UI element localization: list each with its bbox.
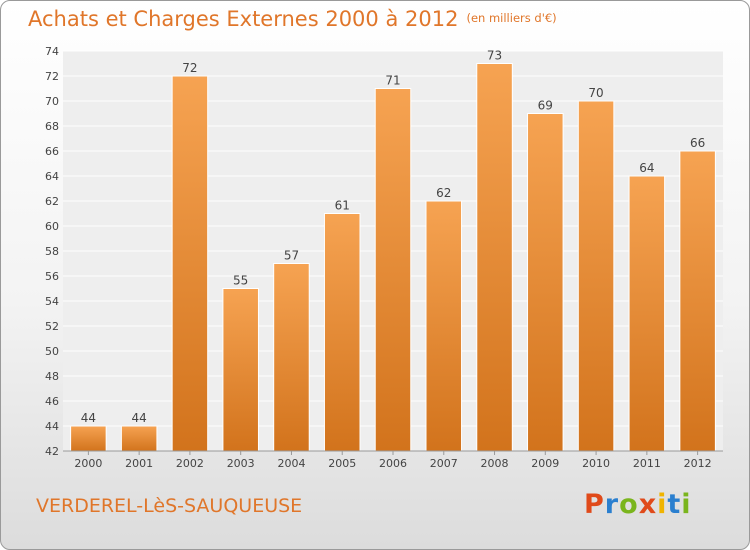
x-tick-label: 2000 [74, 457, 102, 470]
bar-2003 [222, 288, 259, 452]
x-tick-label: 2004 [277, 457, 305, 470]
bar-2009 [527, 113, 564, 452]
bar-2001 [120, 425, 158, 452]
bar-2008 [476, 63, 513, 452]
value-label-2007: 62 [436, 186, 451, 200]
chart-title: Achats et Charges Externes 2000 à 2012 (e… [28, 7, 557, 31]
x-tick-label: 2006 [379, 457, 407, 470]
value-label-2003: 55 [233, 274, 248, 288]
y-tick-label: 46 [45, 395, 59, 408]
y-tick-label: 74 [45, 45, 59, 58]
y-tick-label: 54 [45, 295, 59, 308]
proxiti-logo[interactable]: Proxiti [584, 489, 692, 520]
bar-2011 [628, 175, 666, 452]
logo-letter: P [584, 489, 605, 520]
logo-letter: i [657, 489, 668, 520]
bar-2012 [679, 150, 716, 452]
x-tick-label: 2008 [481, 457, 509, 470]
y-tick-label: 72 [45, 70, 59, 83]
x-tick-label: 2003 [227, 457, 255, 470]
logo-letter: r [604, 489, 620, 520]
bars [70, 63, 716, 452]
x-axis-ticks: 2000 2001 2002 2003 2004 2005 2006 2007 2008 2009… [74, 451, 712, 470]
x-tick-label: 2002 [176, 457, 204, 470]
value-label-2006: 71 [385, 74, 400, 88]
x-tick-label: 2012 [684, 457, 712, 470]
bar-2005 [323, 213, 361, 452]
y-tick-label: 68 [45, 120, 59, 133]
logo-letter: o [619, 489, 639, 520]
bar-2000 [70, 425, 107, 452]
y-tick-label: 42 [45, 445, 59, 458]
y-tick-label: 70 [45, 95, 59, 108]
value-label-2001: 44 [132, 411, 147, 425]
city-name: VERDEREL-LèS-SAUQUEUSE [36, 495, 303, 517]
logo-letter: i [681, 489, 692, 520]
x-tick-label: 2001 [125, 457, 153, 470]
y-tick-label: 64 [45, 170, 59, 183]
y-tick-label: 44 [45, 420, 59, 433]
chart-subtitle: (en milliers d'€) [466, 11, 557, 25]
y-tick-label: 66 [45, 145, 59, 158]
y-tick-label: 52 [45, 320, 59, 333]
value-label-2004: 57 [284, 249, 299, 263]
y-tick-label: 48 [45, 370, 59, 383]
y-tick-label: 60 [45, 220, 59, 233]
bar-2004 [273, 263, 310, 452]
value-label-2000: 44 [81, 411, 96, 425]
value-label-2012: 66 [690, 136, 705, 150]
y-tick-label: 62 [45, 195, 59, 208]
logo-letter: t [667, 489, 682, 520]
y-axis-ticks: 42 44 46 48 50 52 54 56 58 60 62 64 66 68 70 72 74 [45, 45, 59, 458]
value-label-2011: 64 [639, 161, 654, 175]
x-tick-label: 2007 [430, 457, 458, 470]
y-tick-label: 56 [45, 270, 59, 283]
chart-title-text: Achats et Charges Externes 2000 à 2012 [28, 7, 459, 31]
x-tick-label: 2005 [328, 457, 356, 470]
y-tick-label: 58 [45, 245, 59, 258]
value-label-2008: 73 [487, 49, 502, 63]
x-tick-label: 2010 [582, 457, 610, 470]
logo-letter: x [638, 489, 658, 520]
bar-2002 [171, 75, 209, 452]
value-label-2005: 61 [335, 199, 350, 213]
value-label-2009: 69 [538, 99, 553, 113]
x-tick-label: 2011 [633, 457, 661, 470]
value-label-2010: 70 [588, 86, 603, 100]
value-label-2002: 72 [182, 61, 197, 75]
bar-2010 [577, 100, 615, 452]
y-tick-label: 50 [45, 345, 59, 358]
x-tick-label: 2009 [531, 457, 559, 470]
bar-2006 [374, 88, 412, 452]
bar-2007 [425, 200, 463, 452]
value-labels: 44 44 72 55 57 61 71 62 73 69 70 64 66 [81, 49, 706, 426]
